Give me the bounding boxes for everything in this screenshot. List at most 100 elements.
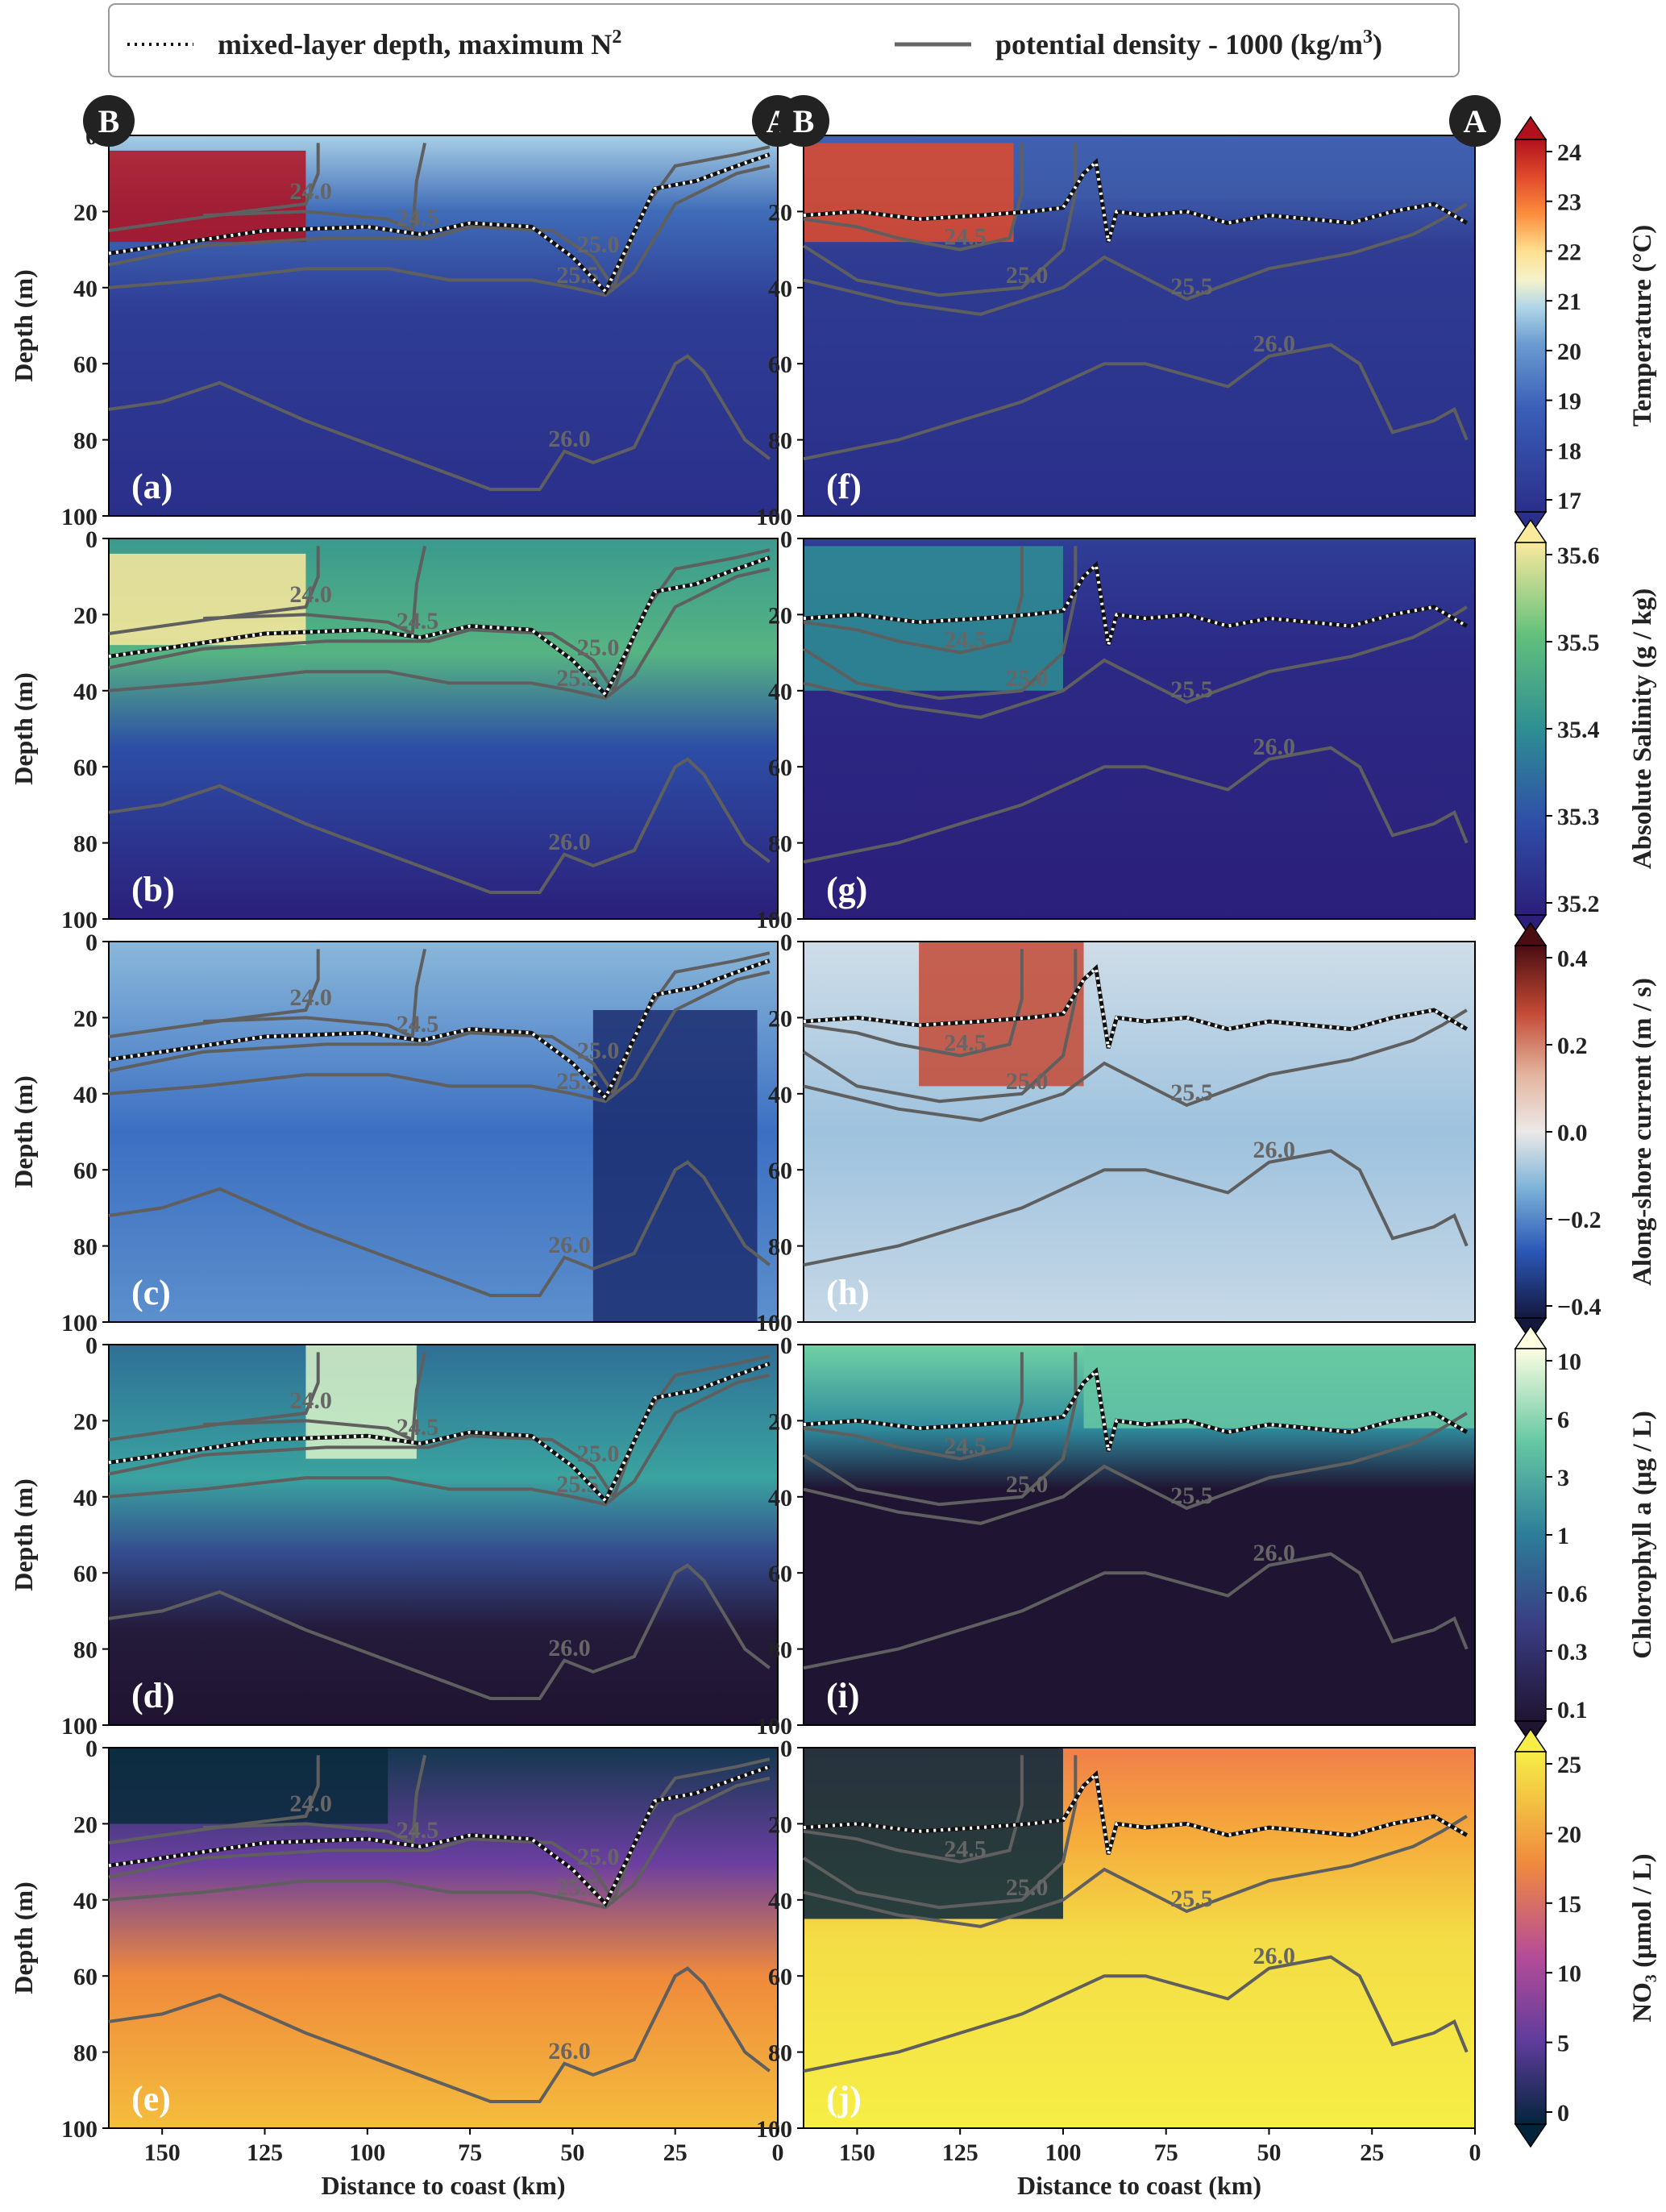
legend-box [108,3,1460,77]
isopycnal-24.5-j [803,1755,1024,1864]
isopycnal-25.0-b [108,548,771,695]
colorbar-1-label: Absolute Salinity (g / kg) [1628,588,1657,869]
ytick-label-g-5: 100 [756,907,792,933]
colorbar-3-bar [1514,1348,1547,1722]
ytick-label-i-5: 100 [756,1713,792,1740]
isopycnal-25.5-j [803,1815,1468,1928]
xtick-label-left-6: 0 [772,2139,784,2166]
xtick-label-left-3: 75 [458,2139,482,2166]
isopycnal-24.5-g [803,546,1024,655]
cbtick-label-0-7: 17 [1557,488,1581,514]
ytick-label-d-3: 60 [73,1561,98,1587]
ylabel-e: Depth (m) [9,1881,38,1994]
mld-line-g [803,561,1468,646]
ytick-label-a-2: 40 [73,276,98,302]
ytick-label-d-4: 80 [73,1637,98,1664]
ytick-label-d-5: 100 [61,1713,98,1740]
colorbar-4-max-arrow [1514,1728,1548,1753]
cbtick-label-3-5: 0.3 [1557,1639,1588,1665]
isopycnal-26.0-h [803,1149,1469,1267]
contour-label-e-2: 25.0 [577,1844,620,1870]
mld-line-d [108,1362,771,1503]
cbtick-label-4-3: 10 [1557,1960,1581,1987]
colorbar-4-label: NO₃ (μmol / L) [1628,1853,1657,2022]
panel-c: 24.024.525.025.526.0(c)020406080100Depth… [9,929,779,1337]
cbtick-label-3-3: 1 [1557,1523,1569,1549]
cbtick-label-0-4: 20 [1557,339,1581,365]
colorbar-1-bar [1514,542,1547,916]
panel-h-frame [803,941,1476,1323]
isopycnal-25.0-g [802,546,1078,701]
colorbar-0: 24 23 22 21 20 19 18 17 Temperature (°C) [1514,115,1657,536]
xtick-label-left-1: 125 [247,2139,283,2166]
cbtick-label-4-5: 0 [1557,2100,1569,2127]
cbtick-label-0-5: 19 [1557,389,1581,415]
ytick-label-a-3: 60 [73,351,98,378]
ytick-label-h-2: 40 [768,1082,792,1108]
isopycnal-24.5-h [803,949,1024,1058]
isopycnal-24.5-c [203,948,427,1040]
mld-line-j [803,1770,1468,1855]
cbtick-label-3-4: 0.6 [1557,1581,1588,1607]
ytick-label-i-2: 40 [768,1485,792,1511]
isopycnal-25.0-j [802,1755,1078,1910]
contour-label-c-0: 24.0 [289,984,332,1011]
contour-label-b-4: 26.0 [548,829,591,855]
marker-circle [83,95,135,147]
legend-mld-label: mixed-layer depth, maximum N2 [218,27,621,60]
panel-j-frame [803,1747,1476,2129]
isopycnal-25.0-f [802,143,1078,297]
isopycnal-25.5-i [803,1412,1468,1525]
cbtick-label-2-2: 0.0 [1557,1120,1588,1146]
ytick-label-d-0: 0 [85,1333,98,1359]
panel-a-frame [108,135,779,517]
xtick-label-right-6: 0 [1469,2139,1481,2166]
ytick-label-j-3: 60 [768,1964,792,1990]
panel-c-frame [108,941,779,1323]
ytick-label-j-0: 0 [780,1736,792,1762]
cbtick-label-2-0: 0.4 [1557,946,1588,972]
ytick-label-e-1: 20 [73,1811,98,1838]
isopycnal-25.5-d [108,1373,771,1507]
cbtick-label-1-4: 35.2 [1557,891,1600,917]
ytick-label-j-2: 40 [768,1888,792,1915]
isopycnal-24.0-d [108,1352,320,1441]
mld-line-h [803,964,1468,1049]
panel-h: 24.5 25.0 25.5 26.0 (h) 0 20 40 60 80 100 [756,929,1476,1337]
isopycnal-25.0-h [802,949,1078,1104]
cbtick-label-2-3: −0.2 [1557,1207,1602,1233]
ytick-label-d-1: 20 [73,1408,98,1435]
cbtick-label-3-0: 10 [1557,1349,1581,1375]
ytick-label-g-0: 0 [780,526,792,553]
isopycnal-26.0-e [108,1966,771,2103]
cbtick-label-4-2: 15 [1557,1891,1581,1918]
contour-label-c-4: 26.0 [548,1232,591,1258]
panel-label-j: (j) [826,2079,862,2118]
mld-line-c [108,958,771,1100]
panel-label-f: (f) [826,467,862,506]
panel-label-i: (i) [826,1676,860,1715]
contour-label-e-4: 26.0 [548,2038,591,2064]
contour-label-h-2: 25.5 [1170,1079,1213,1106]
isopycnal-26.0-a [108,354,771,491]
contour-label-h-3: 26.0 [1253,1137,1295,1163]
ytick-label-e-5: 100 [61,2116,98,2143]
isopycnal-26.0-f [803,343,1469,461]
ytick-label-g-3: 60 [768,755,792,781]
cbtick-label-0-0: 24 [1557,139,1581,166]
isopycnal-25.5-c [108,970,771,1104]
colorbar-4-min-arrow [1514,2123,1548,2148]
cbtick-label-1-3: 35.3 [1557,804,1600,830]
panel-i-frame [803,1344,1476,1726]
ytick-label-e-4: 80 [73,2040,98,2067]
xtick-label-right-4: 50 [1257,2139,1281,2166]
mld-line-i [803,1367,1468,1452]
contour-label-j-2: 25.5 [1170,1886,1213,1912]
isopycnal-24.0-b [108,546,320,635]
ytick-label-h-5: 100 [756,1310,792,1337]
ytick-label-d-2: 40 [73,1485,98,1511]
panel-e-feature [109,1748,388,1824]
ytick-label-j-5: 100 [756,2116,792,2143]
contour-label-h-1: 25.0 [1006,1068,1049,1095]
cbtick-label-2-4: −0.4 [1557,1294,1602,1320]
